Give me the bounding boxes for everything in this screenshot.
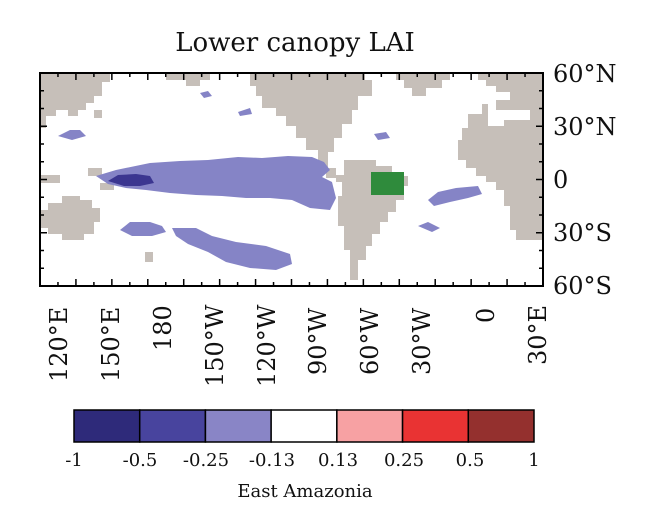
colorbar-bin-1 [138, 409, 207, 443]
land-asia [40, 73, 110, 128]
lat-label-60n: 60°N [553, 60, 617, 88]
lon-label-60w: 60°W [356, 307, 384, 375]
lon-label-30w: 30°W [408, 307, 436, 375]
colorbar-label-4: 0.13 [317, 450, 359, 471]
colorbar-bin-2 [204, 409, 272, 443]
lat-label-0: 0 [553, 166, 569, 194]
anomaly-west-pacific-strip [238, 108, 252, 116]
colorbar-bin-4 [336, 409, 404, 443]
land-maritime [40, 168, 114, 190]
sea-mediterranean [488, 110, 530, 126]
lat-label-30n: 30°N [553, 113, 617, 141]
anomaly-atlantic-north [374, 132, 390, 140]
lon-label-150e: 150°E [97, 306, 125, 382]
colorbar-label-1: -0.5 [122, 450, 158, 471]
anomaly-strong-core [108, 174, 154, 186]
land-japan [94, 110, 102, 118]
anomaly-regions [58, 91, 482, 270]
lon-label-120w: 120°W [253, 304, 281, 387]
lon-label-180: 180 [149, 305, 177, 351]
anomaly-tropical-atlantic [428, 186, 482, 206]
colorbar-label-3: -0.13 [248, 450, 296, 471]
lat-label-30s: 30°S [553, 219, 612, 247]
anomaly-tropical-pacific [96, 156, 336, 210]
map-title: Lower canopy LAI [175, 28, 415, 58]
colorbar-label-0: -1 [65, 450, 83, 471]
colorbar-title: East Amazonia [237, 481, 373, 502]
colorbar-bin-6 [467, 409, 535, 443]
colorbar-bin-3 [270, 409, 338, 443]
east-amazonia-region-box [371, 172, 404, 195]
anomaly-north-pacific [58, 130, 86, 140]
land-europe-africa [458, 73, 543, 240]
colorbar-label-2: -0.25 [182, 450, 230, 471]
land-nz [145, 252, 153, 262]
land-australia [40, 196, 100, 240]
anomaly-hawaii [200, 91, 212, 98]
land-greenland [396, 73, 450, 96]
anomaly-south-pacific-1 [120, 222, 166, 236]
colorbar-bin-5 [401, 409, 470, 443]
anomaly-south-pacific-2 [172, 228, 292, 270]
colorbar [73, 409, 535, 443]
lon-label-0: 0 [472, 307, 500, 323]
lon-label-90w: 90°W [304, 307, 332, 375]
land-alaska [166, 73, 210, 86]
lon-label-30e: 30°E [524, 304, 552, 365]
colorbar-label-7: 1 [528, 450, 540, 471]
land-madagascar [536, 215, 543, 235]
lon-label-150w: 150°W [201, 304, 229, 387]
anomaly-south-atlantic [418, 222, 440, 232]
lat-label-60s: 60°S [553, 272, 612, 300]
map-ticks [39, 72, 544, 287]
land-north-america [250, 73, 372, 160]
lon-label-120e: 120°E [45, 306, 73, 382]
colorbar-label-5: 0.25 [383, 450, 425, 471]
land-masses [40, 73, 543, 280]
colorbar-bin-0 [73, 409, 141, 443]
colorbar-label-6: 0.5 [455, 450, 485, 471]
